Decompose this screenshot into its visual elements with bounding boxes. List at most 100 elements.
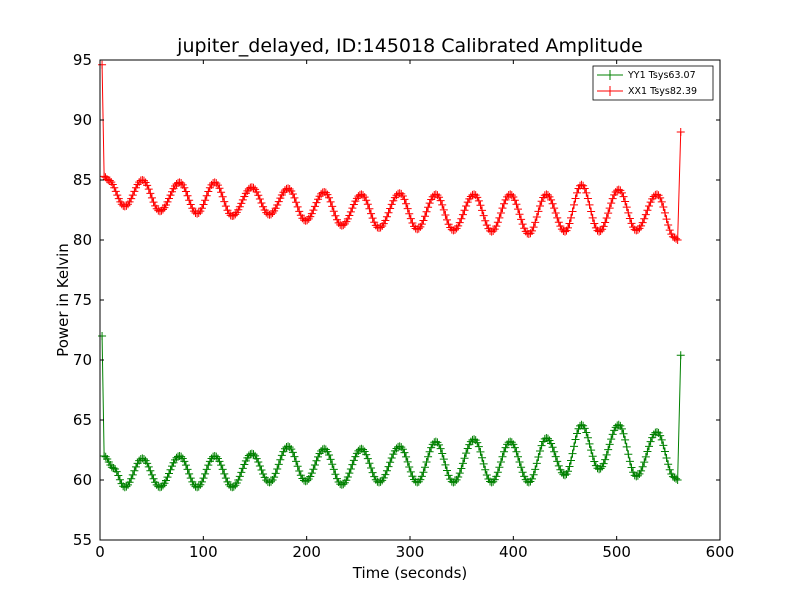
data-point-yy1 bbox=[359, 445, 368, 454]
data-point-yy1 bbox=[202, 465, 211, 474]
data-point-yy1 bbox=[403, 457, 412, 466]
data-point-yy1 bbox=[234, 475, 243, 484]
data-point-yy1 bbox=[122, 482, 131, 491]
data-point-yy1 bbox=[271, 469, 280, 478]
x-tick-label: 100 bbox=[189, 543, 218, 561]
data-point-yy1 bbox=[652, 428, 661, 436]
data-point-yy1 bbox=[238, 464, 247, 473]
data-point-xx1 bbox=[392, 191, 401, 200]
data-point-yy1 bbox=[416, 475, 425, 484]
data-point-yy1 bbox=[376, 477, 385, 486]
data-point-xx1 bbox=[149, 198, 158, 207]
data-point-xx1 bbox=[637, 221, 646, 230]
data-point-yy1 bbox=[622, 442, 631, 451]
data-point-yy1 bbox=[180, 457, 189, 466]
data-point-yy1 bbox=[495, 463, 504, 472]
data-point-yy1 bbox=[163, 473, 172, 482]
data-point-xx1 bbox=[621, 197, 630, 206]
data-point-yy1 bbox=[625, 457, 634, 466]
data-point-yy1 bbox=[551, 452, 560, 461]
data-point-yy1 bbox=[436, 444, 445, 453]
data-point-yy1 bbox=[98, 332, 107, 340]
data-point-yy1 bbox=[252, 454, 261, 463]
data-point-yy1 bbox=[131, 462, 140, 471]
data-point-xx1 bbox=[406, 214, 415, 223]
data-point-yy1 bbox=[645, 442, 654, 451]
data-point-xx1 bbox=[657, 197, 666, 206]
data-point-yy1 bbox=[659, 441, 668, 450]
data-point-xx1 bbox=[478, 206, 487, 215]
data-point-yy1 bbox=[638, 462, 647, 471]
data-point-xx1 bbox=[585, 200, 594, 209]
data-point-yy1 bbox=[507, 438, 516, 447]
data-point-xx1 bbox=[139, 176, 148, 185]
data-point-yy1 bbox=[565, 462, 574, 471]
data-point-yy1 bbox=[290, 452, 299, 461]
data-point-yy1 bbox=[295, 467, 304, 476]
data-point-yy1 bbox=[493, 468, 502, 477]
data-point-yy1 bbox=[406, 467, 415, 476]
data-point-yy1 bbox=[660, 447, 669, 456]
data-point-xx1 bbox=[587, 207, 596, 216]
data-point-yy1 bbox=[548, 443, 557, 452]
x-tick-label: 0 bbox=[95, 543, 105, 561]
data-point-yy1 bbox=[573, 429, 582, 438]
data-point-yy1 bbox=[149, 474, 158, 483]
data-point-yy1 bbox=[673, 476, 682, 484]
data-point-xx1 bbox=[479, 211, 488, 220]
data-point-xx1 bbox=[202, 191, 211, 200]
data-point-xx1 bbox=[181, 187, 190, 196]
data-point-yy1 bbox=[633, 471, 642, 480]
data-point-yy1 bbox=[365, 459, 374, 468]
data-point-xx1 bbox=[547, 195, 556, 204]
data-point-xx1 bbox=[588, 213, 597, 222]
data-point-yy1 bbox=[617, 424, 626, 433]
data-point-xx1 bbox=[235, 202, 244, 211]
data-point-yy1 bbox=[520, 472, 529, 481]
data-point-yy1 bbox=[329, 465, 338, 474]
data-point-yy1 bbox=[590, 457, 599, 466]
data-point-yy1 bbox=[561, 471, 569, 480]
data-point-yy1 bbox=[571, 435, 580, 444]
data-point-xx1 bbox=[625, 214, 634, 223]
data-point-yy1 bbox=[402, 452, 411, 461]
data-point-yy1 bbox=[543, 434, 552, 443]
data-point-yy1 bbox=[363, 454, 372, 463]
data-point-xx1 bbox=[564, 223, 573, 232]
data-point-yy1 bbox=[621, 435, 630, 444]
data-point-yy1 bbox=[570, 442, 579, 451]
data-point-xx1 bbox=[554, 218, 563, 227]
x-tick-label: 500 bbox=[602, 543, 631, 561]
data-point-xx1 bbox=[212, 179, 221, 188]
data-point-yy1 bbox=[455, 469, 464, 478]
data-point-yy1 bbox=[379, 473, 388, 482]
data-point-xx1 bbox=[321, 188, 330, 197]
data-point-yy1 bbox=[462, 449, 471, 458]
data-point-xx1 bbox=[201, 196, 210, 205]
data-point-xx1 bbox=[180, 183, 189, 192]
data-point-yy1 bbox=[309, 465, 318, 474]
legend-marker-xx1 bbox=[605, 86, 615, 96]
data-point-yy1 bbox=[217, 461, 226, 470]
data-point-xx1 bbox=[568, 207, 577, 216]
data-point-yy1 bbox=[312, 456, 321, 465]
data-point-xx1 bbox=[325, 193, 334, 202]
data-point-xx1 bbox=[363, 200, 372, 209]
data-point-yy1 bbox=[619, 429, 628, 438]
data-point-yy1 bbox=[672, 474, 681, 483]
data-point-yy1 bbox=[303, 476, 312, 485]
data-point-xx1 bbox=[127, 194, 136, 203]
data-point-yy1 bbox=[199, 474, 208, 483]
data-point-yy1 bbox=[333, 474, 342, 483]
data-point-yy1 bbox=[375, 478, 383, 487]
data-point-xx1 bbox=[548, 199, 557, 208]
data-point-yy1 bbox=[255, 461, 264, 470]
data-point-yy1 bbox=[277, 451, 286, 460]
data-point-xx1 bbox=[288, 189, 297, 198]
data-point-xx1 bbox=[676, 128, 685, 136]
data-point-yy1 bbox=[109, 464, 118, 472]
data-point-xx1 bbox=[517, 215, 526, 224]
legend-label-xx1: XX1 Tsys82.39 bbox=[628, 86, 697, 97]
data-point-yy1 bbox=[414, 477, 423, 486]
data-point-yy1 bbox=[107, 463, 116, 472]
